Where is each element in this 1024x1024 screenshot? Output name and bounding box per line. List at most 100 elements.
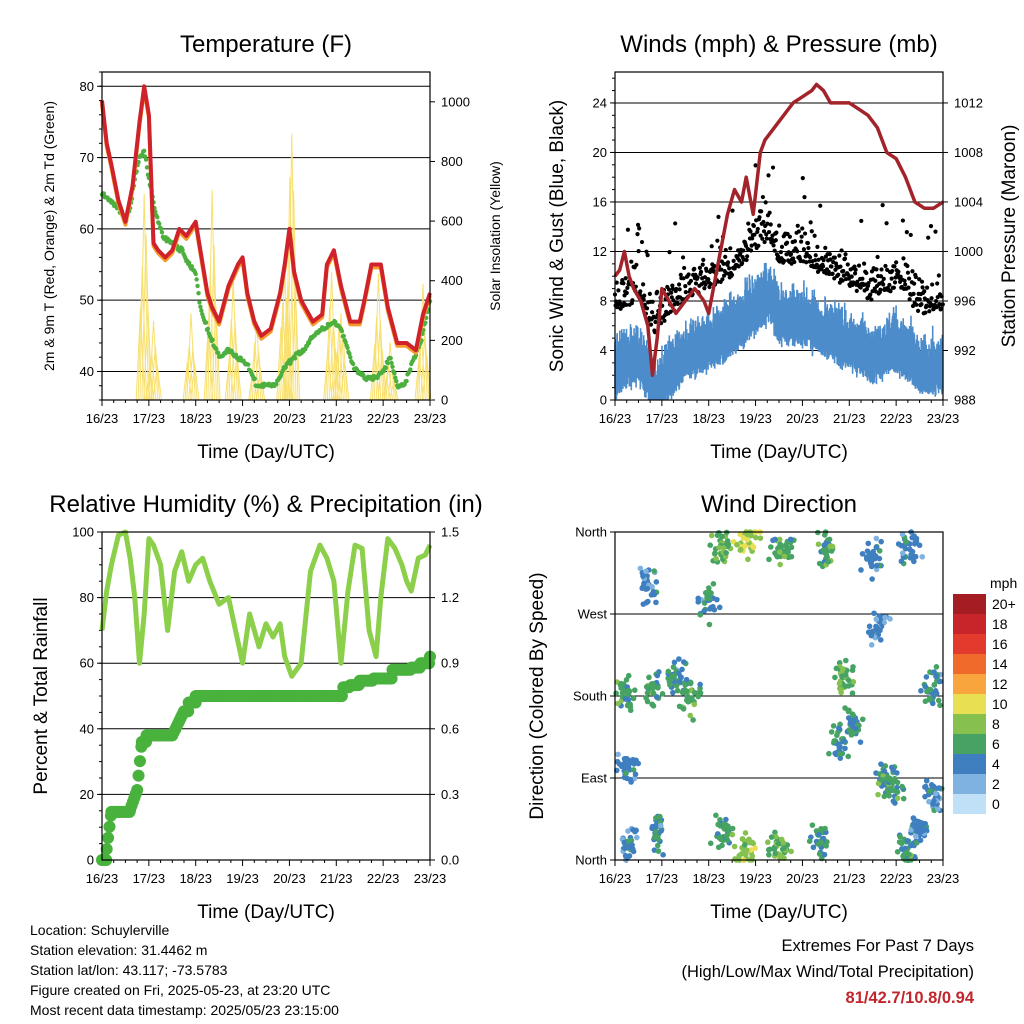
- x-tick-label: 22/23: [880, 411, 913, 426]
- y2-tick-label: 1004: [954, 194, 983, 209]
- direction-point: [665, 668, 672, 675]
- direction-point: [660, 851, 666, 858]
- direction-point: [734, 542, 740, 548]
- dewpoint-point: [389, 360, 394, 366]
- gust-point: [832, 276, 837, 281]
- gust-point: [802, 195, 807, 200]
- direction-point: [690, 717, 696, 723]
- gust-point: [638, 289, 643, 294]
- precip-point: [131, 784, 144, 797]
- y-tick-label: 4: [600, 343, 607, 358]
- gust-point: [683, 290, 688, 295]
- y-tick-label: 40: [80, 721, 94, 736]
- direction-point: [864, 556, 870, 562]
- gust-point: [731, 258, 736, 263]
- gust-point: [636, 248, 641, 254]
- legend-swatch: [953, 634, 986, 654]
- direction-point: [900, 795, 907, 802]
- direction-point: [691, 701, 698, 708]
- gust-point: [655, 289, 660, 295]
- x-tick-label: 20/23: [786, 411, 819, 426]
- x-tick-label: 20/23: [786, 871, 819, 886]
- direction-point: [702, 590, 709, 596]
- gust-point: [779, 244, 785, 249]
- dewpoint-point: [203, 320, 209, 325]
- gust-point: [915, 308, 921, 313]
- gust-point: [697, 265, 703, 270]
- gust-point: [677, 282, 682, 287]
- gust-point: [706, 277, 711, 282]
- gust-point: [922, 289, 927, 294]
- direction-point: [881, 793, 888, 800]
- gust-point: [805, 241, 810, 246]
- direction-point: [922, 683, 928, 690]
- x-tick-label: 23/23: [927, 871, 960, 886]
- gust-point: [614, 280, 619, 285]
- direction-point: [773, 833, 779, 840]
- dewpoint-point: [186, 260, 192, 266]
- direction-point: [877, 637, 884, 643]
- direction-point: [931, 681, 938, 688]
- y2-tick-label: 1012: [954, 95, 983, 110]
- direction-point: [930, 783, 936, 790]
- direction-point: [902, 850, 909, 856]
- plot-frame: [614, 71, 944, 401]
- gust-point: [768, 222, 773, 227]
- gust-point: [936, 273, 941, 278]
- direction-point: [682, 682, 688, 688]
- gust-point: [637, 226, 642, 231]
- gust-point: [668, 309, 673, 314]
- gust-point: [715, 238, 720, 243]
- gust-point: [853, 267, 858, 272]
- x-tick-label: 18/23: [692, 411, 725, 426]
- gust-point: [704, 268, 709, 273]
- y-tick-label: 80: [80, 590, 94, 605]
- direction-point: [788, 544, 795, 551]
- direction-point: [646, 674, 652, 681]
- direction-point: [881, 768, 888, 775]
- x-tick-label: 16/23: [599, 871, 632, 886]
- direction-point: [913, 828, 920, 834]
- direction-point: [845, 683, 852, 689]
- direction-point: [711, 606, 718, 613]
- gust-point: [782, 258, 787, 264]
- direction-point: [723, 816, 729, 823]
- direction-point: [806, 838, 813, 844]
- dewpoint-point: [385, 360, 391, 366]
- direction-point: [778, 836, 785, 843]
- gust-point: [912, 281, 917, 286]
- plot-area: [96, 529, 436, 866]
- direction-point: [899, 550, 906, 556]
- gust-point: [808, 220, 813, 225]
- gust-point: [748, 248, 754, 253]
- gust-point: [906, 285, 911, 290]
- direction-point: [742, 830, 749, 836]
- direction-point: [829, 543, 836, 550]
- dewpoint-point: [205, 326, 211, 331]
- x-axis-label: Time (Day/UTC): [710, 902, 848, 923]
- plot-frame: [614, 531, 944, 861]
- direction-point: [822, 825, 828, 832]
- direction-point: [768, 834, 775, 840]
- gust-point: [800, 226, 805, 231]
- gust-point: [739, 261, 745, 266]
- insolation-spike: [145, 367, 155, 401]
- x-tick-label: 20/23: [273, 411, 306, 426]
- direction-point: [680, 689, 687, 696]
- gust-point: [836, 272, 841, 277]
- gust-point: [756, 243, 761, 248]
- legend-swatch: [953, 674, 986, 694]
- direction-point: [923, 777, 930, 784]
- gust-point: [926, 235, 931, 240]
- direction-point: [903, 539, 909, 545]
- gust-point: [621, 281, 626, 286]
- legend-swatch: [953, 734, 986, 754]
- gust-point: [753, 163, 758, 168]
- y2-tick-label: 988: [954, 393, 976, 408]
- gust-point: [829, 264, 834, 269]
- gust-point: [671, 298, 676, 303]
- dewpoint-point: [252, 376, 257, 381]
- gust-point: [749, 243, 754, 248]
- direction-point: [858, 567, 864, 573]
- gust-point: [703, 282, 708, 287]
